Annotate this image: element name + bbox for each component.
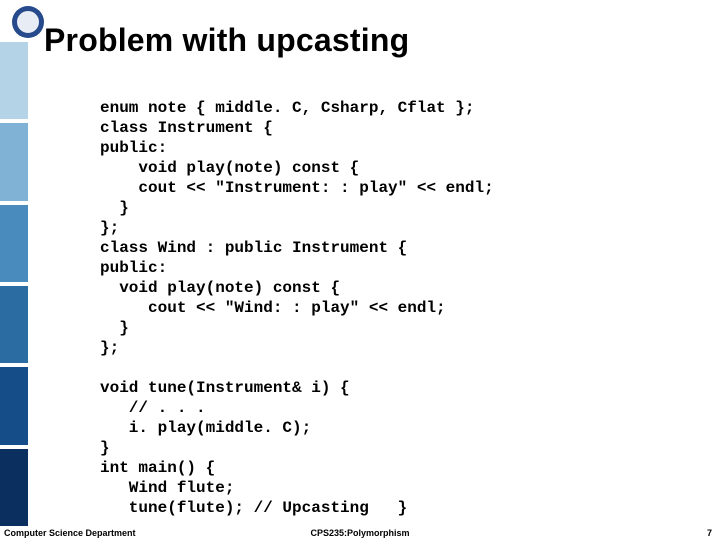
footer: Computer Science Department CPS235:Polym… — [0, 524, 720, 538]
sidebar-block — [0, 205, 28, 282]
slide-title: Problem with upcasting — [44, 22, 409, 59]
seal-logo — [12, 6, 44, 38]
code-part-2: void tune(Instrument& i) { // . . . i. p… — [100, 379, 407, 517]
sidebar-block — [0, 42, 28, 119]
code-block: enum note { middle. C, Csharp, Cflat }; … — [100, 78, 494, 518]
footer-page-number: 7 — [707, 528, 712, 538]
sidebar-block — [0, 367, 28, 444]
code-part-1: enum note { middle. C, Csharp, Cflat }; … — [100, 99, 494, 357]
footer-center: CPS235:Polymorphism — [0, 528, 720, 538]
sidebar-gradient — [0, 42, 30, 526]
sidebar-block — [0, 123, 28, 200]
seal-inner — [15, 9, 41, 35]
sidebar-block — [0, 286, 28, 363]
sidebar-block — [0, 449, 28, 526]
